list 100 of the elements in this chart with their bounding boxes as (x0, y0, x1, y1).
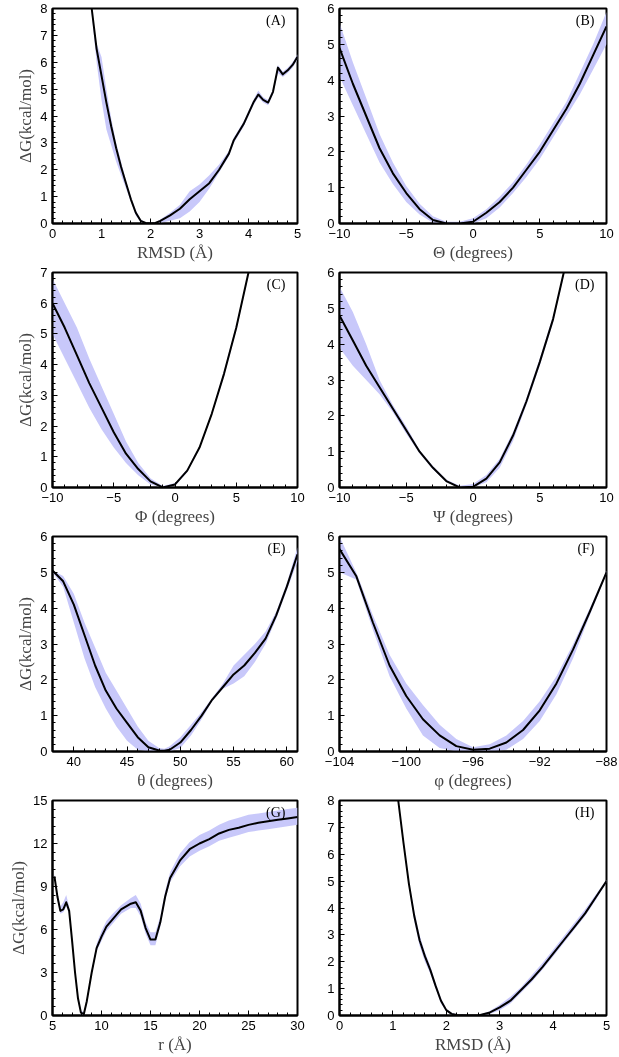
x-tick-label: −5 (398, 225, 414, 241)
y-tick-label: 4 (40, 600, 48, 616)
x-tick-label: 0 (171, 489, 179, 505)
y-tick-label: 5 (40, 564, 48, 580)
y-tick-label: 6 (40, 529, 48, 544)
x-axis-title: φ (degrees) (434, 770, 512, 790)
x-tick-label: 5 (536, 489, 544, 505)
y-tick-label: 2 (40, 162, 48, 178)
y-tick-label: 5 (40, 81, 48, 97)
x-tick-label: 3 (195, 225, 204, 241)
x-tick-label: 4 (244, 225, 253, 241)
x-tick-label: 10 (94, 1017, 109, 1033)
x-tick-label: 0 (469, 225, 477, 241)
y-tick-label: 6 (40, 54, 48, 70)
y-tick-label: 3 (327, 108, 335, 124)
x-tick-label: 5 (602, 1017, 611, 1033)
x-tick-label: 25 (241, 1017, 256, 1033)
x-axis-title: Θ (degrees) (433, 242, 513, 262)
x-tick-label: 5 (293, 225, 302, 241)
y-axis-title: ΔG(kcal/mol) (9, 860, 29, 956)
y-tick-label: 2 (327, 672, 335, 688)
annotation: (H) (575, 804, 595, 821)
x-tick-label: 10 (599, 225, 614, 241)
y-tick-label: 1 (40, 189, 48, 205)
y-tick-label: 3 (327, 636, 335, 652)
y-tick-label: 5 (327, 564, 335, 580)
y-axis-title: ΔG(kcal/mol) (16, 68, 36, 164)
annotation: (B) (575, 12, 595, 29)
x-axis-title: Ψ (degrees) (432, 506, 514, 526)
x-tick-label: 45 (119, 753, 135, 769)
x-tick-label: −92 (528, 753, 551, 769)
y-tick-label: 5 (327, 36, 335, 52)
y-tick-label: 6 (40, 922, 48, 937)
x-tick-label: −100 (391, 753, 421, 769)
y-tick-label: 6 (327, 1, 335, 16)
y-tick-label: 1 (327, 180, 335, 196)
x-axis-title: θ (degrees) (137, 770, 213, 790)
x-axis-title: RMSD (Å) (136, 242, 214, 262)
x-axis-title: Φ (degrees) (135, 506, 215, 526)
y-tick-label: 1 (327, 981, 335, 997)
x-tick-label: 30 (290, 1017, 305, 1033)
y-tick-label: 4 (327, 72, 335, 88)
y-tick-label: 1 (40, 708, 48, 724)
x-tick-label: −5 (106, 489, 122, 505)
y-tick-label: 6 (327, 846, 335, 862)
y-tick-label: 2 (40, 418, 48, 434)
y-tick-label: 8 (327, 793, 335, 808)
annotation: (D) (575, 276, 595, 293)
annotation: (E) (267, 540, 286, 557)
x-tick-label: 0 (469, 489, 477, 505)
y-tick-label: 1 (327, 708, 335, 724)
x-tick-label: 5 (232, 489, 240, 505)
y-tick-label: 2 (327, 144, 335, 160)
y-tick-label: 3 (40, 387, 48, 403)
y-tick-label: 12 (33, 836, 48, 851)
x-tick-label: 40 (66, 753, 82, 769)
annotation: (A) (266, 12, 286, 29)
y-tick-label: 2 (327, 408, 335, 424)
y-tick-label: 6 (327, 265, 335, 280)
annotation: (F) (577, 540, 595, 557)
y-tick-label: 4 (40, 108, 48, 124)
y-tick-label: 6 (327, 529, 335, 544)
x-tick-label: −88 (595, 753, 618, 769)
x-tick-label: 4 (549, 1017, 557, 1033)
x-tick-label: 2 (146, 225, 155, 241)
y-tick-label: 3 (40, 965, 48, 980)
x-tick-label: 1 (389, 1017, 397, 1033)
y-axis-title: ΔG(kcal/mol) (16, 596, 36, 692)
x-tick-label: 10 (599, 489, 614, 505)
y-tick-label: 3 (327, 927, 335, 943)
y-tick-label: 7 (327, 819, 335, 835)
y-tick-label: 15 (33, 793, 48, 808)
y-tick-label: 9 (40, 879, 48, 894)
y-tick-label: 2 (327, 954, 335, 970)
x-tick-label: −96 (461, 753, 485, 769)
y-tick-label: 1 (40, 449, 48, 465)
y-tick-label: 7 (40, 265, 48, 280)
y-tick-label: 3 (40, 636, 48, 652)
x-tick-label: 1 (97, 225, 106, 241)
x-axis-title: RMSD (Å) (434, 1034, 512, 1054)
x-axis-title: r (Å) (158, 1034, 192, 1054)
y-tick-label: 5 (40, 326, 48, 342)
y-tick-label: 4 (327, 900, 335, 916)
y-tick-label: 3 (40, 135, 48, 151)
x-tick-label: 60 (279, 753, 295, 769)
x-tick-label: 20 (192, 1017, 207, 1033)
y-tick-label: 4 (40, 357, 48, 373)
y-tick-label: 4 (327, 336, 335, 352)
y-axis-title: ΔG(kcal/mol) (16, 332, 36, 428)
x-tick-label: 15 (143, 1017, 158, 1033)
x-tick-label: 5 (536, 225, 544, 241)
y-tick-label: 4 (327, 600, 335, 616)
y-tick-label: 6 (40, 295, 48, 311)
y-tick-label: 2 (40, 672, 48, 688)
x-tick-label: 50 (173, 753, 188, 769)
x-tick-label: 2 (442, 1017, 450, 1033)
y-tick-label: 8 (40, 1, 48, 16)
y-tick-label: 3 (327, 372, 335, 388)
x-tick-label: 55 (226, 753, 241, 769)
x-tick-label: −5 (398, 489, 414, 505)
